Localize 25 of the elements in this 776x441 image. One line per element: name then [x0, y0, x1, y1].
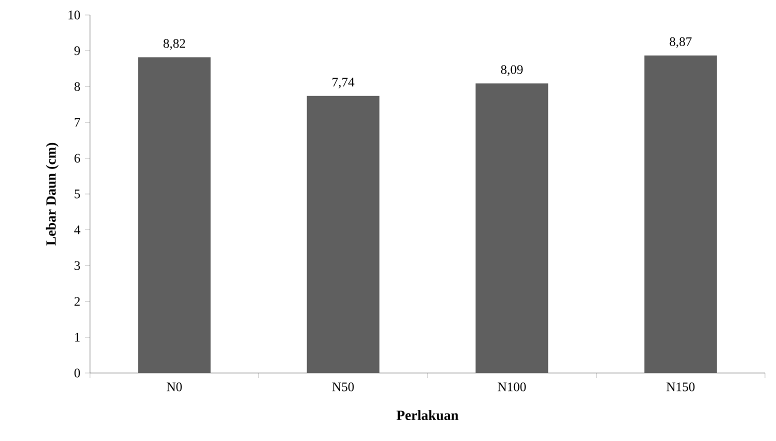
bar — [476, 83, 548, 373]
y-tick-label: 0 — [74, 368, 80, 378]
data-label: 8,09 — [501, 65, 523, 76]
bar — [138, 57, 211, 373]
y-tick-label: 2 — [74, 297, 80, 306]
data-label: 8,87 — [670, 37, 692, 48]
x-tick-label: N0 — [166, 382, 182, 392]
y-tick-label: 9 — [74, 46, 80, 56]
y-tick-label: 3 — [74, 261, 80, 270]
y-tick-label: 1 — [75, 332, 80, 342]
y-tick-label: 7 — [74, 118, 80, 127]
y-tick-label: 6 — [74, 154, 80, 163]
y-axis-title: Lebar Daun (cm) — [46, 142, 59, 246]
y-tick-label: 5 — [74, 190, 80, 198]
y-tick-label: 4 — [74, 226, 80, 234]
x-tick-label: N150 — [666, 382, 695, 392]
x-tick-label: N50 — [332, 382, 354, 392]
x-axis-title: Perlakuan — [396, 410, 458, 420]
data-label: 7,74 — [332, 78, 354, 88]
y-tick-label: 8 — [74, 82, 80, 91]
bar — [306, 96, 380, 373]
bar — [644, 55, 717, 373]
x-tick-label: N100 — [498, 382, 526, 392]
data-label: 8,82 — [164, 39, 186, 50]
y-tick-label: 10 — [68, 10, 80, 20]
